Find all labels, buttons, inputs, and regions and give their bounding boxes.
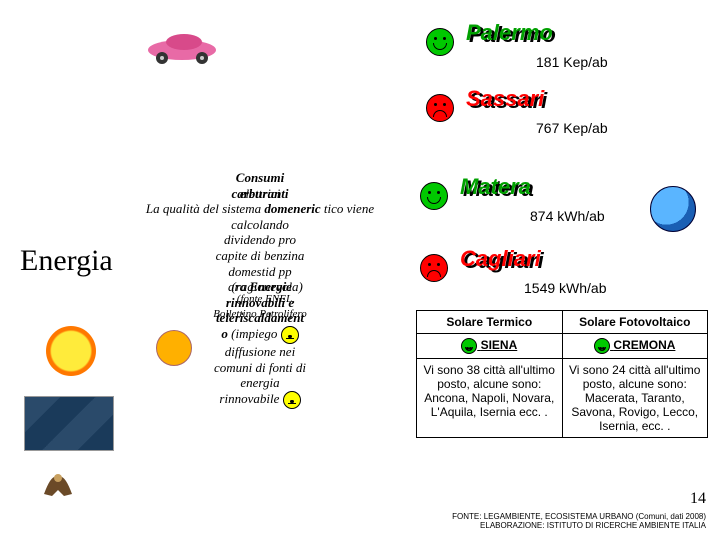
- smiley-sassari: [426, 94, 454, 127]
- txt-dividendo: dividendo pro: [120, 232, 400, 248]
- txt-qualita: La qualità del sistema: [146, 201, 261, 216]
- txt-energia2: energia: [120, 375, 400, 391]
- value-matera: 874 kWh/ab: [530, 208, 605, 224]
- city-palermo: Palermo: [466, 20, 553, 46]
- txt-ticoviene: tico viene: [324, 201, 374, 216]
- txt-rinnovabile: rinnovabile: [219, 391, 279, 406]
- txt-o: o: [221, 326, 228, 341]
- center-text-block: Consumi carburanti elettrici La qualità …: [120, 170, 400, 409]
- txt-calcolando: calcolando: [120, 217, 400, 233]
- solar-desc-left: Vi sono 38 città all'ultimo posto, alcun…: [417, 359, 563, 438]
- solar-th-termico: Solare Termico: [417, 311, 563, 334]
- city-cagliari: Cagliari: [460, 246, 541, 272]
- source-line2: ELABORAZIONE: ISTITUTO DI RICERCHE AMBIE…: [240, 521, 706, 530]
- source-text: FONTE: LEGAMBIENTE, ECOSISTEMA URBANO (C…: [240, 512, 706, 530]
- value-cagliari: 1549 kWh/ab: [524, 280, 607, 296]
- txt-domener: domeneric: [264, 201, 320, 216]
- txt-comuni: comuni di fonti di: [120, 360, 400, 376]
- solar-city-siena: SIENA: [481, 338, 518, 352]
- txt-diffusione: diffusione nei: [120, 344, 400, 360]
- energia-title: Energia: [20, 244, 113, 278]
- city-matera: Matera: [460, 174, 531, 200]
- eagle-image: [34, 462, 82, 507]
- txt-impiego: (impiego: [231, 326, 277, 341]
- car-image: [142, 26, 222, 71]
- value-palermo: 181 Kep/ab: [536, 54, 608, 70]
- value-sassari: 767 Kep/ab: [536, 120, 608, 136]
- txt-capite: capite di benzina: [120, 248, 400, 264]
- source-line1: FONTE: LEGAMBIENTE, ECOSISTEMA URBANO (C…: [240, 512, 706, 521]
- solar-table: Solare Termico Solare Fotovoltaico SIENA…: [416, 310, 708, 438]
- smiley-cagliari: [420, 254, 448, 287]
- solar-city-cremona: CREMONA: [613, 338, 675, 352]
- solar-th-fotov: Solare Fotovoltaico: [562, 311, 708, 334]
- smiley-palermo: [426, 28, 454, 61]
- city-sassari: Sassari: [466, 86, 544, 112]
- solar-panel-image: [24, 396, 114, 451]
- txt-fonteenel: (fonte ENEL,: [237, 293, 295, 306]
- smiley-matera: [420, 182, 448, 215]
- txt-consumi: Consumi: [120, 170, 400, 186]
- sun-image: [46, 326, 96, 376]
- txt-bollettino: Bollettino Petrolifero: [213, 308, 307, 321]
- solar-desc-right: Vi sono 24 città all'ultimo posto, alcun…: [562, 359, 708, 438]
- globe-image: [650, 186, 696, 232]
- page-number: 14: [690, 490, 706, 508]
- txt-domestid: domestid pp: [120, 264, 400, 280]
- txt-elettrici: elettrici: [240, 186, 280, 202]
